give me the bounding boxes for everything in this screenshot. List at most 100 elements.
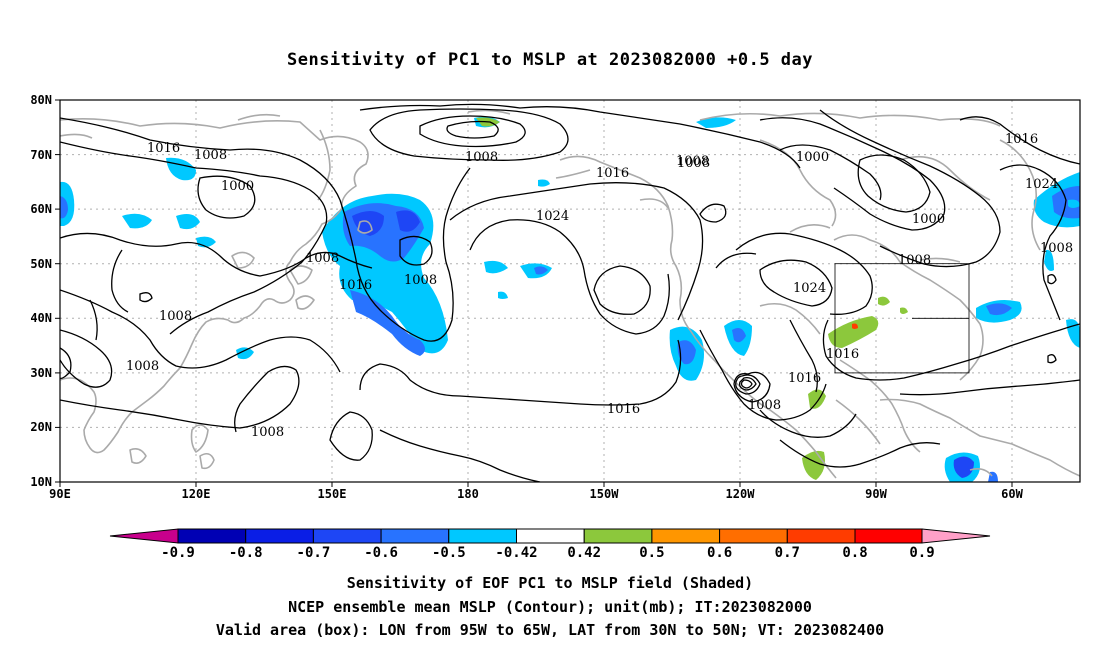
lon-label: 180 bbox=[457, 487, 479, 501]
lat-label: 20N bbox=[30, 420, 52, 434]
lat-axis bbox=[55, 99, 60, 483]
negative-shading-blob bbox=[352, 211, 384, 236]
contour-label: 1000 bbox=[796, 150, 829, 165]
lon-labels: 90E 120E 150E 180 150W 120W 90W 60W bbox=[49, 487, 1023, 501]
colorbar bbox=[109, 528, 991, 544]
lon-label: 90E bbox=[49, 487, 71, 501]
lon-label: 150W bbox=[590, 487, 620, 501]
contour-label: 1024 bbox=[793, 281, 826, 296]
contour-label: 1008 bbox=[898, 253, 931, 268]
positive-shading-blob bbox=[852, 323, 858, 329]
positive-shading-blob bbox=[828, 316, 879, 348]
contour-label: 1024 bbox=[1025, 177, 1058, 192]
sensitivity-shading bbox=[60, 116, 1080, 482]
negative-shading-blob bbox=[236, 347, 254, 360]
colorbar-swatch bbox=[516, 528, 585, 544]
page-title: Sensitivity of PC1 to MSLP at 2023082000… bbox=[286, 50, 813, 70]
colorbar-label: -0.7 bbox=[297, 545, 331, 561]
colorbar-label: 0.9 bbox=[909, 545, 934, 561]
colorbar-label: -0.42 bbox=[495, 545, 537, 561]
contour-label: 1000 bbox=[221, 179, 254, 194]
negative-shading-blob bbox=[350, 290, 425, 356]
lat-label: 10N bbox=[30, 475, 52, 489]
contour-label: 1008 bbox=[251, 425, 284, 440]
colorbar-swatch bbox=[651, 528, 721, 544]
colorbar-label: 0.6 bbox=[707, 545, 732, 561]
negative-shading-blob bbox=[60, 196, 68, 219]
colorbar-label: 0.8 bbox=[842, 545, 867, 561]
colorbar-labels: -0.9 -0.8 -0.7 -0.6 -0.5 -0.42 0.42 0.5 … bbox=[161, 545, 935, 561]
contour-label: 1016 bbox=[339, 278, 372, 293]
contour-label: 1008 bbox=[748, 398, 781, 413]
negative-shading-blob bbox=[677, 340, 696, 365]
contour-label: 1016 bbox=[596, 166, 629, 181]
colorbar-swatch bbox=[245, 528, 314, 544]
caption-line-3: Valid area (box): LON from 95W to 65W, L… bbox=[215, 621, 885, 639]
contour-label: 1008 bbox=[126, 359, 159, 374]
contour-label: 1000 bbox=[912, 212, 945, 227]
contour-label: 1008 bbox=[306, 251, 339, 266]
contour-label: 1008 bbox=[1040, 241, 1073, 256]
colorbar-swatch bbox=[854, 528, 923, 544]
lat-label: 70N bbox=[30, 148, 52, 162]
lat-label: 50N bbox=[30, 257, 52, 271]
negative-shading-blob bbox=[732, 328, 746, 343]
colorbar-swatch bbox=[719, 528, 788, 544]
contour-label: 1016 bbox=[1005, 132, 1038, 147]
colorbar-label: 0.42 bbox=[567, 545, 601, 561]
lon-label: 60W bbox=[1001, 487, 1023, 501]
negative-shading-blob bbox=[696, 117, 736, 128]
positive-shading-blob bbox=[878, 296, 890, 306]
lon-label: 120E bbox=[182, 487, 211, 501]
coastlines bbox=[60, 109, 1080, 479]
caption-line-1: Sensitivity of EOF PC1 to MSLP field (Sh… bbox=[346, 574, 754, 592]
contour-labels: 1016 1008 1000 1008 1008 1016 1024 1008 … bbox=[126, 132, 1073, 440]
negative-shading-blob bbox=[1044, 249, 1054, 271]
negative-shading-blob bbox=[176, 214, 200, 230]
lon-axis bbox=[59, 482, 1013, 487]
lat-labels: 80N 70N 60N 50N 40N 30N 20N 10N bbox=[30, 93, 52, 489]
positive-shading-blob bbox=[900, 307, 908, 314]
mslp-contours bbox=[60, 103, 1080, 482]
caption-line-2: NCEP ensemble mean MSLP (Contour); unit(… bbox=[288, 598, 812, 616]
colorbar-label: -0.9 bbox=[161, 545, 195, 561]
contour-label: 1016 bbox=[147, 141, 180, 156]
contour-label: 1008 bbox=[194, 148, 227, 163]
negative-shading-blob bbox=[538, 179, 550, 187]
negative-shading-blob bbox=[484, 260, 508, 274]
negative-shading-blob bbox=[396, 210, 420, 232]
colorbar-swatch bbox=[448, 528, 517, 544]
colorbar-swatch bbox=[583, 528, 653, 544]
contour-label: 1016 bbox=[788, 371, 821, 386]
lat-label: 30N bbox=[30, 366, 52, 380]
contour-label: 1024 bbox=[536, 209, 569, 224]
lat-label: 40N bbox=[30, 311, 52, 325]
colorbar-swatch bbox=[380, 528, 450, 544]
negative-shading-blob bbox=[498, 291, 508, 299]
negative-shading-blob bbox=[534, 266, 548, 275]
colorbar-label: -0.5 bbox=[432, 545, 466, 561]
contour-label: 1008 bbox=[404, 273, 437, 288]
colorbar-label: -0.6 bbox=[364, 545, 398, 561]
contour-label: 1008 bbox=[676, 154, 709, 169]
contour-label: 1008 bbox=[677, 156, 710, 171]
colorbar-swatch-low-arrow bbox=[109, 528, 179, 544]
colorbar-swatch bbox=[786, 528, 856, 544]
contour-label: 1008 bbox=[465, 150, 498, 165]
colorbar-label: -0.8 bbox=[229, 545, 263, 561]
negative-shading-blob bbox=[953, 456, 974, 478]
colorbar-swatch bbox=[312, 528, 382, 544]
contour-label: 1008 bbox=[159, 309, 192, 324]
contour-label: 1016 bbox=[826, 347, 859, 362]
negative-shading-blob bbox=[986, 303, 1012, 316]
contour-label: 1016 bbox=[607, 402, 640, 417]
lon-label: 120W bbox=[726, 487, 756, 501]
map-frame bbox=[59, 99, 1081, 483]
negative-shading-blob bbox=[122, 213, 152, 229]
colorbar-label: 0.5 bbox=[639, 545, 664, 561]
lon-label: 150E bbox=[318, 487, 347, 501]
colorbar-label: 0.7 bbox=[775, 545, 800, 561]
lat-label: 60N bbox=[30, 202, 52, 216]
negative-shading-blob bbox=[1068, 199, 1080, 208]
